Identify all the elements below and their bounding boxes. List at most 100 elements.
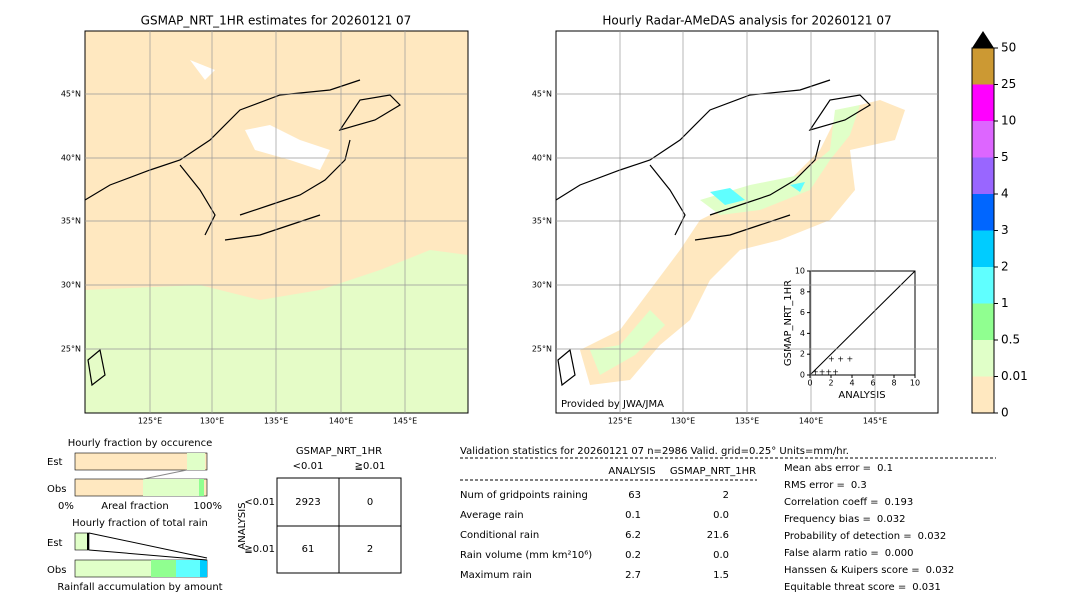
lon-label: 130°E bbox=[671, 417, 695, 426]
score-value: 0.193 bbox=[885, 497, 914, 508]
colorbar-segment bbox=[972, 157, 994, 194]
est-bar bbox=[74, 452, 208, 471]
lat-label: 30°N bbox=[61, 281, 81, 290]
row-label: ≧0.01 bbox=[244, 544, 275, 555]
lat-label: 45°N bbox=[532, 90, 552, 99]
lon-label: 140°E bbox=[799, 417, 823, 426]
inset-xlabel: ANALYSIS bbox=[838, 390, 885, 401]
column-header: GSMAP_NRT_1HR bbox=[670, 466, 756, 477]
obs-bar bbox=[199, 479, 204, 496]
colorbar-segment bbox=[972, 194, 994, 231]
axis-label: 0% bbox=[58, 501, 74, 512]
colorbar-segment bbox=[972, 267, 994, 304]
row-label: Maximum rain bbox=[460, 570, 532, 581]
row-value: 0.0 bbox=[713, 510, 729, 521]
lat-label: 25°N bbox=[532, 345, 552, 354]
score-label: Equitable threat score = bbox=[784, 582, 906, 593]
col-label: <0.01 bbox=[293, 461, 324, 472]
row-label: Est bbox=[47, 538, 63, 549]
cell: 61 bbox=[302, 544, 315, 555]
lat-label: 40°N bbox=[61, 154, 81, 163]
score-label: Mean abs error = bbox=[784, 463, 871, 474]
tick-label: 0 bbox=[807, 379, 812, 388]
score-value: 0.1 bbox=[877, 463, 893, 474]
lon-label: 140°E bbox=[329, 417, 353, 426]
rain-area bbox=[710, 182, 805, 205]
score-label: Correlation coeff = bbox=[784, 497, 879, 508]
score-value: 0.032 bbox=[877, 514, 906, 525]
rain-area bbox=[85, 250, 468, 413]
colorbar-extend bbox=[972, 31, 994, 48]
credit: Provided by JWA/JMA bbox=[561, 399, 664, 410]
row-value: 1.5 bbox=[713, 570, 729, 581]
col-label: ≧0.01 bbox=[355, 461, 386, 472]
row-label: Rain volume (mm km²10⁶) bbox=[460, 550, 592, 561]
row-value: 21.6 bbox=[707, 530, 729, 541]
coastline bbox=[555, 79, 871, 387]
colorbar-segment bbox=[972, 303, 994, 340]
lon-label: 125°E bbox=[608, 417, 632, 426]
column-header: ANALYSIS bbox=[608, 466, 655, 477]
colorbar-label: 50 bbox=[1001, 41, 1016, 55]
diagonal bbox=[809, 270, 916, 376]
validation-header: Validation statistics for 20260121 07 n=… bbox=[460, 446, 849, 457]
cell: 2 bbox=[367, 544, 373, 555]
colorbar-segment bbox=[972, 48, 994, 85]
colorbar-segment bbox=[972, 376, 994, 413]
lon-label: 125°E bbox=[138, 417, 162, 426]
colorbar-label: 1 bbox=[1001, 296, 1009, 310]
tick-label: 2 bbox=[800, 350, 805, 359]
connector bbox=[88, 532, 208, 561]
score-value: 0.3 bbox=[851, 480, 867, 491]
score-label: Hanssen & Kuipers score = bbox=[784, 565, 920, 576]
score-label: RMS error = bbox=[784, 480, 845, 491]
row-label: Obs bbox=[47, 484, 66, 495]
scatter-point: + + + bbox=[828, 355, 853, 364]
tick-label: 10 bbox=[910, 379, 920, 388]
colorbar-label: 25 bbox=[1001, 77, 1016, 91]
est-bar bbox=[74, 532, 90, 551]
row-axis-label: ANALYSIS bbox=[237, 502, 248, 549]
colorbar-label: 5 bbox=[1001, 150, 1009, 164]
lat-label: 45°N bbox=[61, 90, 81, 99]
cell: 0 bbox=[367, 497, 373, 508]
colorbar-label: 3 bbox=[1001, 223, 1009, 237]
connector bbox=[142, 469, 188, 480]
est-bar bbox=[187, 453, 205, 470]
score-label: Probability of detection = bbox=[784, 531, 912, 542]
colorbar-segment bbox=[972, 230, 994, 267]
row-value: 0.1 bbox=[625, 510, 641, 521]
score-label: Frequency bias = bbox=[784, 514, 871, 525]
tick-label: 8 bbox=[891, 379, 896, 388]
lon-label: 130°E bbox=[200, 417, 224, 426]
rain-area bbox=[590, 105, 860, 375]
lat-label: 35°N bbox=[532, 217, 552, 226]
map-title: GSMAP_NRT_1HR estimates for 20260121 07 bbox=[141, 14, 412, 28]
tick-label: 2 bbox=[828, 379, 833, 388]
tick-label: 6 bbox=[870, 379, 875, 388]
obs-bar bbox=[176, 560, 200, 577]
obs-bar bbox=[200, 560, 207, 577]
row-value: 2 bbox=[723, 490, 729, 501]
row-label: Obs bbox=[47, 565, 66, 576]
colorbar-label: 0.01 bbox=[1001, 369, 1028, 383]
colorbar-segment bbox=[972, 340, 994, 377]
row-value: 0.2 bbox=[625, 550, 641, 561]
tick-label: 10 bbox=[795, 267, 805, 276]
row-label: Conditional rain bbox=[460, 530, 539, 541]
cell: 2923 bbox=[295, 497, 320, 508]
score-value: 0.032 bbox=[926, 565, 955, 576]
no-data bbox=[190, 60, 330, 170]
map-title: Hourly Radar-AMeDAS analysis for 2026012… bbox=[602, 14, 891, 28]
tick-label: 4 bbox=[849, 379, 854, 388]
lat-label: 40°N bbox=[532, 154, 552, 163]
obs-bar bbox=[151, 560, 176, 577]
colorbar-label: 0.5 bbox=[1001, 333, 1020, 347]
lat-label: 25°N bbox=[61, 345, 81, 354]
lat-label: 35°N bbox=[61, 217, 81, 226]
table-title: GSMAP_NRT_1HR bbox=[296, 446, 382, 457]
inset-ylabel: GSMAP_NRT_1HR bbox=[783, 280, 794, 366]
lon-label: 145°E bbox=[393, 417, 417, 426]
score-label: False alarm ratio = bbox=[784, 548, 879, 559]
